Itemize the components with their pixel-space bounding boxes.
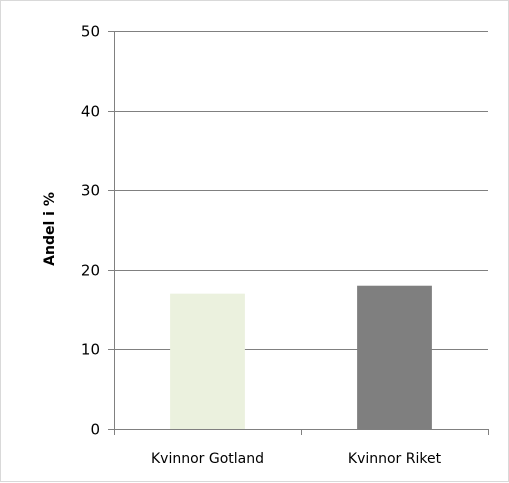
- y-tick-labels: 0 10 20 30 40 50: [81, 23, 100, 439]
- x-tick-label: Kvinnor Gotland: [151, 451, 264, 467]
- bars: [170, 285, 432, 429]
- bar: [357, 285, 432, 429]
- x-tick-label: Kvinnor Riket: [348, 451, 442, 467]
- y-tick-label: 10: [81, 341, 100, 359]
- y-tick-label: 40: [81, 103, 100, 121]
- y-axis-title: Andel i %: [42, 192, 58, 266]
- y-tick-label: 30: [81, 182, 100, 200]
- y-tick-label: 0: [90, 421, 100, 439]
- axes: [108, 31, 489, 435]
- y-tick-label: 50: [81, 23, 100, 41]
- y-tick-label: 20: [81, 262, 100, 280]
- bar: [170, 293, 245, 429]
- x-tick-labels: Kvinnor Gotland Kvinnor Riket: [151, 451, 442, 467]
